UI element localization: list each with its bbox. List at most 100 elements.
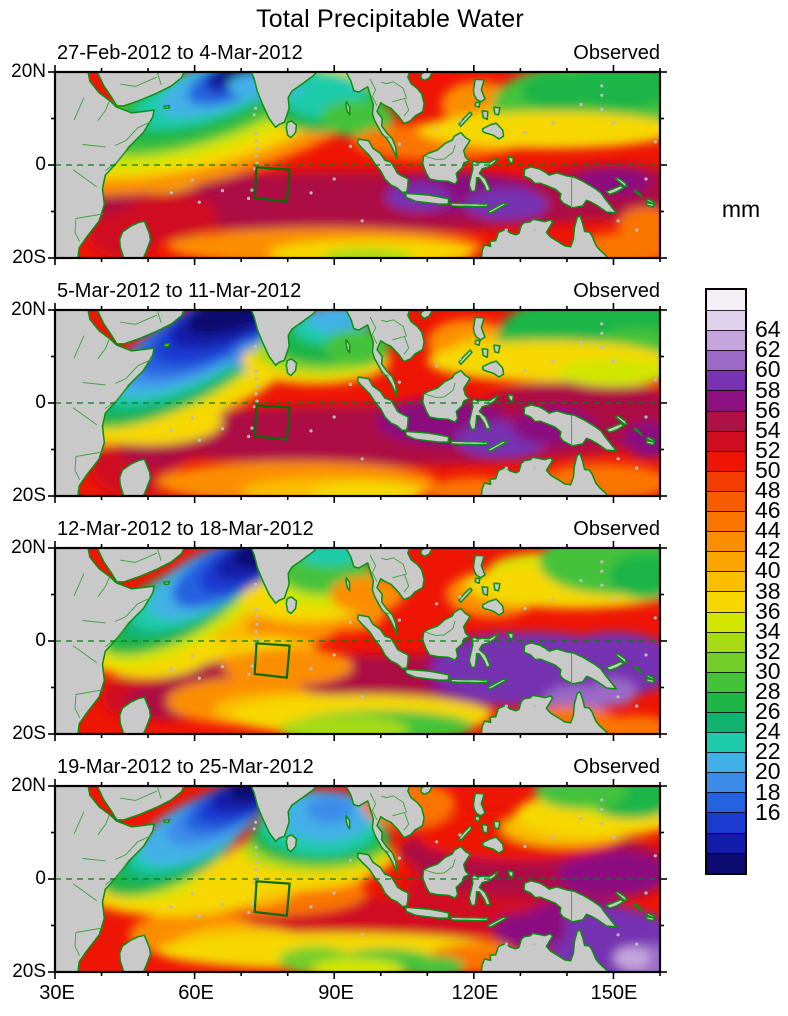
data-gap-dot: [255, 637, 259, 641]
country-border: [114, 596, 152, 622]
colorbar-cell-3: [707, 350, 745, 371]
colorbar-label-60: 60: [755, 356, 781, 383]
landmass-new-britain: [605, 422, 625, 434]
panel-3-header: 12-Mar-2012 to 18-Mar-2012 Observed: [57, 518, 660, 540]
country-border: [75, 451, 104, 457]
landmass-sumatra: [356, 138, 409, 194]
country-border: [82, 858, 106, 862]
country-border: [381, 134, 390, 139]
data-gap-dot: [247, 434, 251, 439]
landmass-sri-lanka: [285, 596, 298, 615]
colorbar-label-56: 56: [755, 396, 781, 423]
country-border: [72, 169, 98, 188]
data-gap-dot: [254, 582, 258, 586]
landmass-australia: [480, 214, 608, 258]
data-gap-dot: [611, 597, 616, 601]
colorbar-cell-24: [707, 772, 745, 793]
data-gap-dot: [397, 856, 401, 860]
landmass-new-guinea: [523, 880, 618, 928]
panel-frame: [53, 70, 662, 260]
data-gap-dot: [255, 860, 259, 864]
data-gap-dot: [644, 653, 648, 657]
data-gap-dot: [653, 140, 657, 144]
data-gap-dot: [332, 177, 336, 181]
landmass-hainan: [420, 786, 433, 796]
data-gap-dot: [504, 466, 508, 470]
landmass-new-ireland: [615, 890, 628, 902]
landmass-halmahera: [507, 155, 515, 165]
country-border: [75, 927, 104, 933]
landmass-india: [250, 548, 318, 605]
landmass-australia: [480, 690, 608, 734]
panel-4-header: 19-Mar-2012 to 25-Mar-2012 Observed: [57, 756, 660, 778]
landmass-timor: [487, 678, 509, 691]
landmass-lesser-sunda: [449, 202, 489, 208]
landmass-mindoro: [474, 577, 481, 585]
colorbar-cell-1: [707, 310, 745, 331]
data-gap-dot: [600, 560, 604, 564]
data-gap-dot: [435, 602, 439, 606]
data-gap-dot: [254, 377, 259, 381]
landmass-bougainville: [633, 665, 643, 674]
landmass-halmahera: [507, 631, 515, 641]
country-border: [156, 310, 162, 323]
data-gap-dot: [600, 345, 604, 349]
data-gap-dot: [600, 107, 604, 111]
landmass-borneo: [421, 369, 471, 423]
study-region-box: [253, 166, 291, 203]
country-border: [114, 358, 152, 384]
landmass-india: [250, 310, 318, 367]
country-border: [425, 858, 456, 874]
data-gap-dot: [635, 466, 639, 470]
data-gap-dot: [254, 615, 259, 619]
landmass-new-ireland: [615, 652, 628, 664]
country-border: [381, 610, 390, 615]
data-gap-dot: [644, 415, 648, 419]
data-gap-dot: [532, 704, 536, 708]
data-gap-dot: [600, 93, 604, 97]
colorbar-cell-9: [707, 470, 745, 491]
country-border: [105, 383, 130, 409]
map-panel-4: [48, 779, 667, 979]
data-gap-dot: [397, 142, 401, 146]
colorbar-cell-7: [707, 430, 745, 451]
country-border: [425, 382, 456, 398]
data-gap-dot: [309, 191, 313, 195]
data-gap-dot: [250, 426, 254, 430]
landmass-hainan: [420, 72, 433, 82]
country-border: [82, 144, 106, 148]
landmass-australia: [480, 452, 608, 496]
landmass-java: [404, 668, 450, 681]
panel-1-header: 27-Feb-2012 to 4-Mar-2012 Observed: [57, 42, 660, 64]
landmass-arabia: [96, 72, 185, 107]
data-gap-dot: [653, 616, 657, 620]
country-border: [72, 407, 98, 426]
data-gap-dot: [644, 891, 648, 895]
landmass-india: [250, 72, 318, 129]
country-border: [97, 576, 110, 598]
country-border: [120, 552, 158, 563]
landmass-mindanao: [481, 836, 505, 854]
landmass-hainan: [420, 548, 433, 558]
country-border: [74, 694, 81, 718]
landmass-mindanao: [481, 598, 505, 616]
map-panel-2: [48, 303, 667, 503]
landmass-new-ireland: [615, 176, 628, 188]
country-border: [381, 372, 390, 377]
data-gap-dot: [348, 382, 353, 386]
data-gap-dot: [197, 914, 201, 918]
data-gap-dot: [254, 607, 258, 611]
data-gap-dot: [551, 597, 555, 601]
data-gap-dot: [360, 219, 364, 223]
study-region-box: [253, 880, 291, 917]
data-gap-dot: [250, 902, 254, 906]
colorbar-cell-27: [707, 832, 745, 853]
country-border: [381, 795, 407, 817]
data-gap-dot: [532, 942, 536, 946]
data-gap-dot: [250, 188, 254, 192]
landmass-negros: [481, 823, 489, 835]
landmass-luzon: [472, 316, 486, 341]
panel-2-source-label: Observed: [573, 280, 660, 302]
axis-ticks: [48, 779, 667, 979]
data-gap-dot: [169, 667, 173, 671]
